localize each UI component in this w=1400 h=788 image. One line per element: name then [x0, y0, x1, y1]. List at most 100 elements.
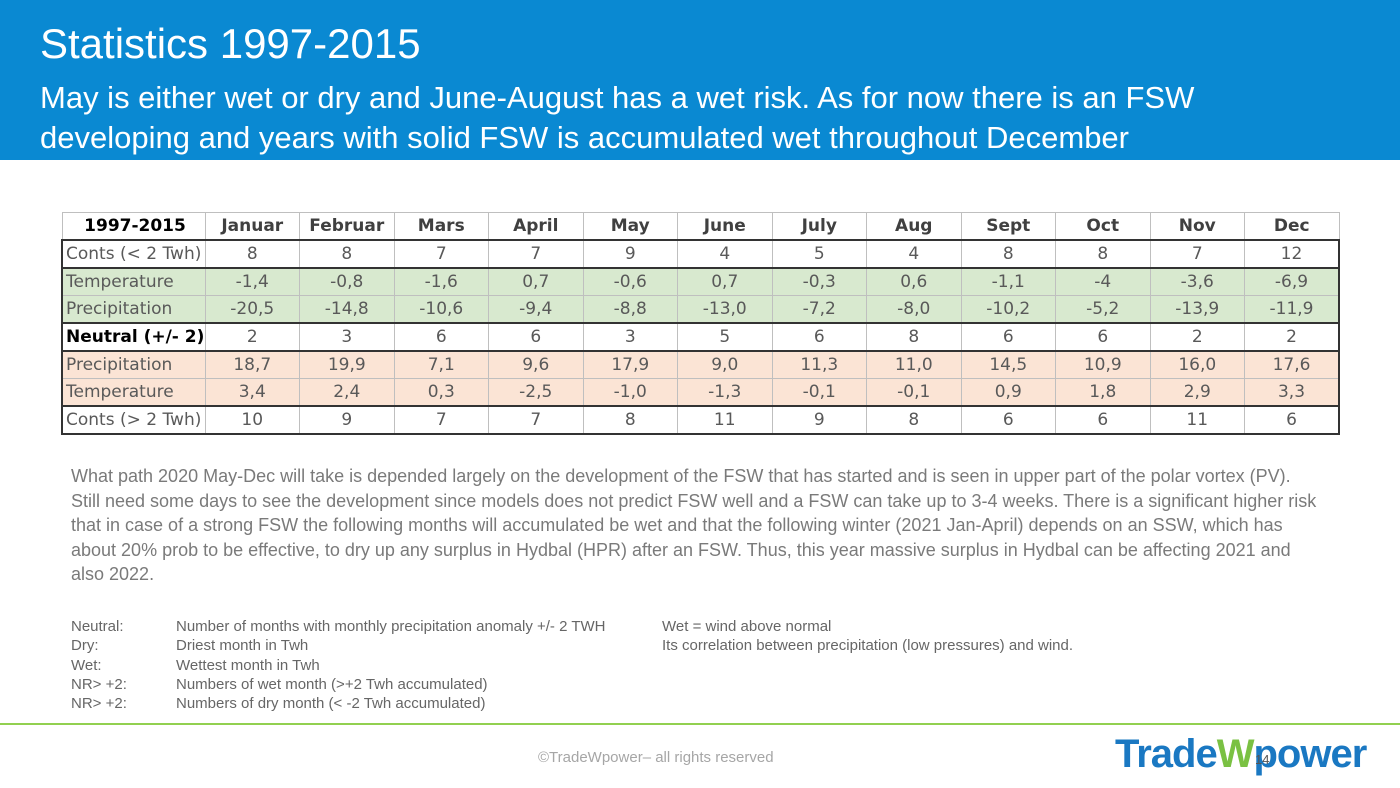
- cell: -1,1: [960, 267, 1056, 296]
- column-header: Januar: [204, 212, 300, 241]
- logo: TradeWpower: [1115, 732, 1367, 777]
- table-row: Precipitation -20,5 -14,8 -10,6 -9,4 -8,8 -13,…: [61, 295, 1340, 324]
- cell: 4: [866, 239, 962, 269]
- cell: 19,9: [299, 350, 395, 379]
- row-label: Conts (> 2 Twh): [61, 405, 206, 435]
- cell: 6: [1244, 405, 1340, 435]
- table-row: Conts (> 2 Twh) 10 9 7 7 8 11 9 8 6 6 11 6: [61, 405, 1340, 435]
- row-label: Temperature: [61, 267, 206, 296]
- cell: 8: [866, 322, 962, 352]
- legend-definition: Driest month in Twh: [176, 637, 309, 655]
- cell: 8: [204, 239, 300, 269]
- table-row: Temperature 3,4 2,4 0,3 -2,5 -1,0 -1,3 -0,1 -0,1…: [61, 378, 1340, 407]
- column-header: Dec: [1244, 212, 1340, 241]
- cell: 3: [582, 322, 678, 352]
- cell: 17,9: [582, 350, 678, 379]
- column-header: 1997-2015: [61, 212, 206, 241]
- cell: 1,8: [1055, 378, 1151, 407]
- cell: 8: [960, 239, 1056, 269]
- cell: 18,7: [204, 350, 300, 379]
- table-row: Neutral (+/- 2) 2 3 6 6 3 5 6 8 6 6 2 2: [61, 322, 1340, 352]
- cell: 9,0: [677, 350, 773, 379]
- cell: 11,3: [771, 350, 867, 379]
- cell: -0,1: [771, 378, 867, 407]
- cell: -9,4: [488, 295, 584, 324]
- cell: 6: [1055, 405, 1151, 435]
- cell: -10,2: [960, 295, 1056, 324]
- cell: 2: [204, 322, 300, 352]
- cell: 5: [677, 322, 773, 352]
- cell: 7: [488, 239, 584, 269]
- page-number: 14: [1255, 752, 1270, 767]
- legend-definition: Wettest month in Twh: [176, 656, 320, 674]
- cell: -1,6: [393, 267, 489, 296]
- column-header: May: [582, 212, 678, 241]
- cell: 8: [866, 405, 962, 435]
- cell: 12: [1244, 239, 1340, 269]
- cell: 9,6: [488, 350, 584, 379]
- cell: 7: [488, 405, 584, 435]
- cell: 0,7: [488, 267, 584, 296]
- note: Wet = wind above normal: [662, 618, 832, 635]
- legend-term: NR> +2:: [71, 675, 127, 693]
- column-header: Aug: [866, 212, 962, 241]
- column-header: Nov: [1149, 212, 1245, 241]
- column-header: Mars: [393, 212, 489, 241]
- cell: 2: [1244, 322, 1340, 352]
- cell: 10: [204, 405, 300, 435]
- cell: 14,5: [960, 350, 1056, 379]
- cell: 0,6: [866, 267, 962, 296]
- note: Its correlation between precipitation (l…: [662, 637, 1074, 654]
- table-row: Precipitation 18,7 19,9 7,1 9,6 17,9 9,0 11,3 11…: [61, 350, 1340, 379]
- column-header: Sept: [960, 212, 1056, 241]
- legend-term: Wet:: [71, 656, 102, 674]
- cell: -7,2: [771, 295, 867, 324]
- cell: 7: [393, 239, 489, 269]
- cell: 7: [393, 405, 489, 435]
- cell: 6: [393, 322, 489, 352]
- cell: 6: [1055, 322, 1151, 352]
- subtitle: May is either wet or dry and June-August…: [40, 80, 1195, 115]
- cell: -4: [1055, 267, 1151, 296]
- row-label: Neutral (+/- 2): [61, 322, 206, 352]
- cell: 6: [960, 405, 1056, 435]
- cell: 3,4: [204, 378, 300, 407]
- statistics-table: 1997-2015 Januar Februar Mars April May June Ju…: [61, 212, 1340, 435]
- cell: -5,2: [1055, 295, 1151, 324]
- legend-term: NR> +2:: [71, 695, 127, 713]
- table-row: Conts (< 2 Twh) 8 8 7 7 9 4 5 4 8 8 7 12: [61, 239, 1340, 269]
- cell: 7: [1149, 239, 1245, 269]
- copyright: ©TradeWpower– all rights reserved: [538, 749, 774, 766]
- row-label: Precipitation: [61, 295, 206, 324]
- column-header: Februar: [299, 212, 395, 241]
- cell: 7,1: [393, 350, 489, 379]
- cell: 2,4: [299, 378, 395, 407]
- title: Statistics 1997-2015: [40, 20, 421, 67]
- cell: -13,0: [677, 295, 773, 324]
- cell: 9: [299, 405, 395, 435]
- cell: 3: [299, 322, 395, 352]
- cell: -0,8: [299, 267, 395, 296]
- cell: 8: [582, 405, 678, 435]
- cell: -0,6: [582, 267, 678, 296]
- cell: -8,8: [582, 295, 678, 324]
- cell: 17,6: [1244, 350, 1340, 379]
- legend-definition: Number of months with monthly precipitat…: [176, 618, 606, 635]
- row-label: Temperature: [61, 378, 206, 407]
- cell: 4: [677, 239, 773, 269]
- cell: -0,3: [771, 267, 867, 296]
- cell: 8: [299, 239, 395, 269]
- legend-term: Neutral:: [71, 618, 124, 635]
- cell: -1,4: [204, 267, 300, 296]
- header-row: 1997-2015 Januar Februar Mars April May June Ju…: [61, 212, 1340, 241]
- row-label: Precipitation: [61, 350, 206, 379]
- cell: 9: [771, 405, 867, 435]
- cell: 0,7: [677, 267, 773, 296]
- subtitle: developing and years with solid FSW is a…: [40, 120, 1129, 155]
- cell: -3,6: [1149, 267, 1245, 296]
- table-row: Temperature -1,4 -0,8 -1,6 0,7 -0,6 0,7 -0,3 0,6…: [61, 267, 1340, 296]
- cell: -10,6: [393, 295, 489, 324]
- cell: -20,5: [204, 295, 300, 324]
- cell: 0,9: [960, 378, 1056, 407]
- cell: 8: [1055, 239, 1151, 269]
